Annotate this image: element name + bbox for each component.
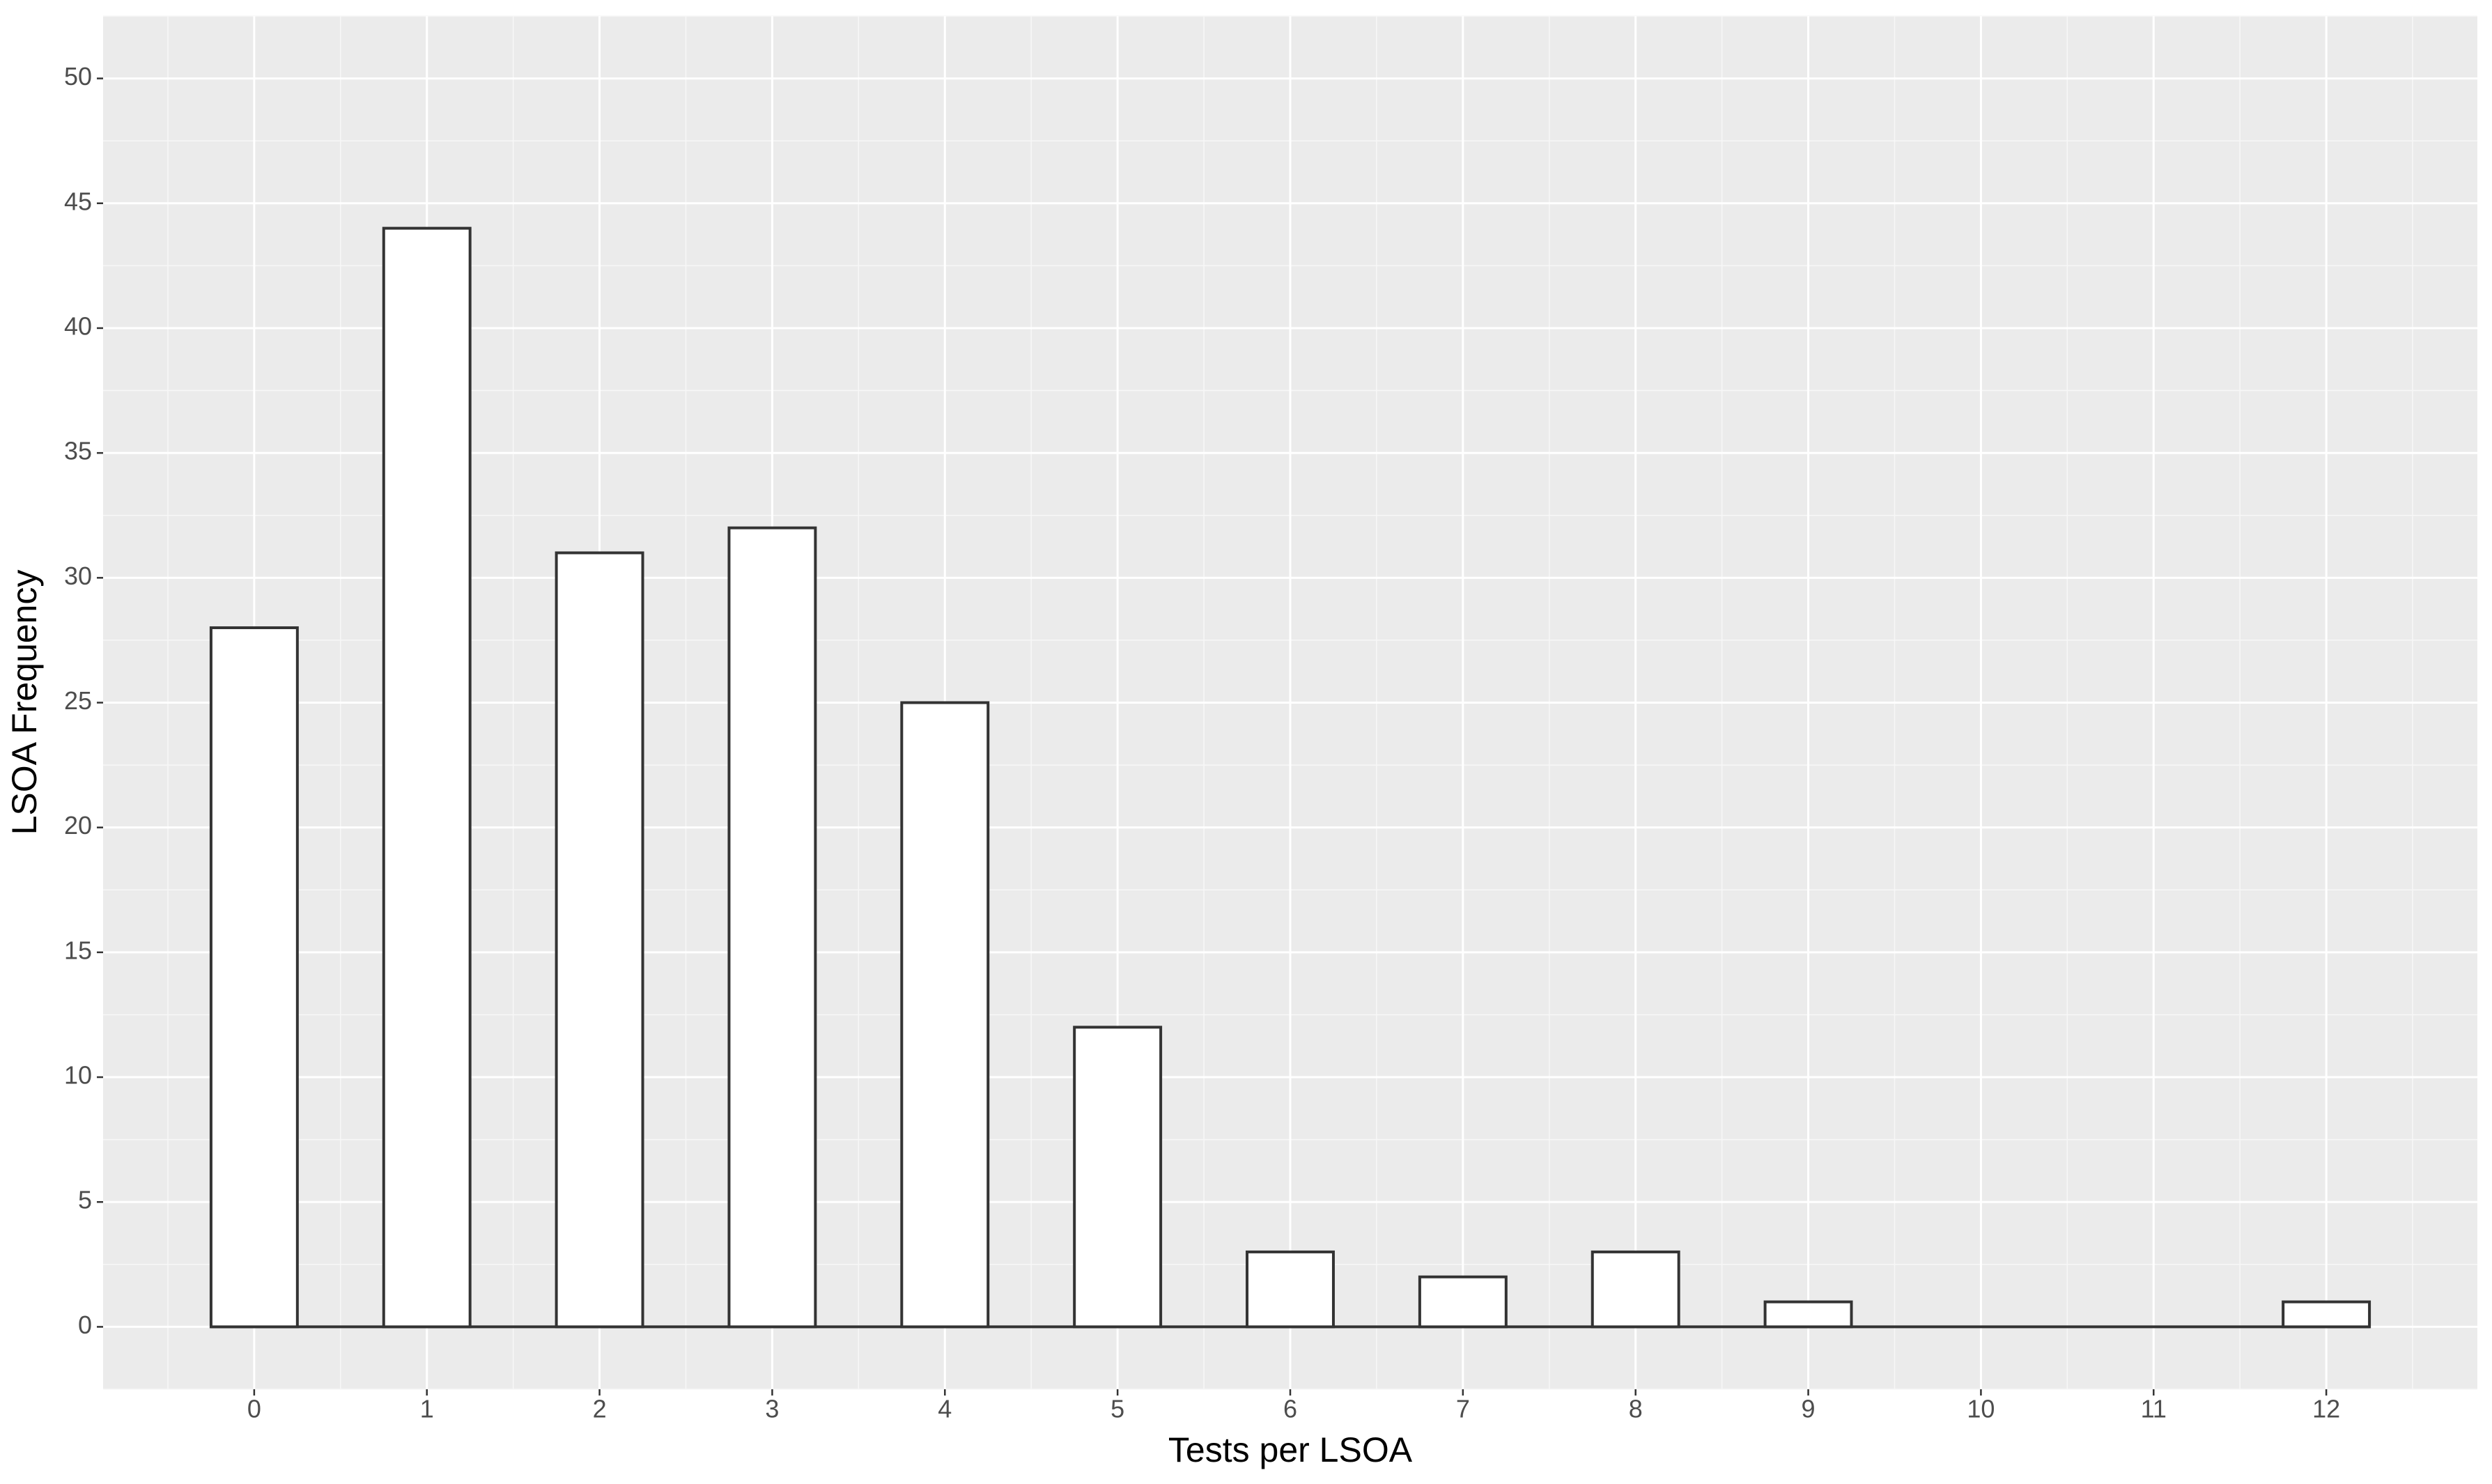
x-tick-label: 6 (1283, 1395, 1297, 1423)
x-tick-label: 5 (1110, 1395, 1124, 1423)
bar (555, 551, 644, 1329)
x-tick-label: 0 (247, 1395, 261, 1423)
bar (900, 701, 990, 1329)
bar (1418, 1275, 1508, 1329)
x-tick-label: 7 (1456, 1395, 1470, 1423)
y-axis-title: LSOA Frequency (5, 570, 44, 835)
bar (1246, 1250, 1335, 1329)
x-tick-label: 2 (593, 1395, 607, 1423)
x-tick-label: 1 (420, 1395, 434, 1423)
x-tick-label: 11 (2141, 1395, 2167, 1423)
bar (1591, 1250, 1680, 1329)
y-tick-label: 10 (64, 1061, 92, 1090)
y-tick-label: 15 (64, 936, 92, 964)
x-tick-label: 8 (1629, 1395, 1643, 1423)
y-tick-label: 5 (78, 1186, 92, 1214)
x-tick-label: 4 (938, 1395, 952, 1423)
x-axis-title: Tests per LSOA (1168, 1430, 1413, 1469)
x-tick-label: 12 (2312, 1395, 2340, 1423)
y-tick-label: 35 (64, 437, 92, 465)
y-tick-label: 50 (64, 62, 92, 91)
y-tick-label: 25 (64, 686, 92, 715)
bar (209, 626, 299, 1329)
y-tick-label: 45 (64, 187, 92, 215)
bar (382, 226, 472, 1329)
y-tick-label: 40 (64, 311, 92, 340)
x-tick-label: 10 (1967, 1395, 1995, 1423)
y-tick-label: 30 (64, 562, 92, 590)
y-tick-label: 20 (64, 811, 92, 840)
y-tick-label: 0 (78, 1311, 92, 1339)
x-tick-label: 3 (765, 1395, 779, 1423)
x-tick-label: 9 (1802, 1395, 1816, 1423)
bar (1763, 1300, 1853, 1329)
bar (2282, 1300, 2371, 1329)
bar (727, 526, 817, 1329)
bar (1073, 1026, 1163, 1329)
